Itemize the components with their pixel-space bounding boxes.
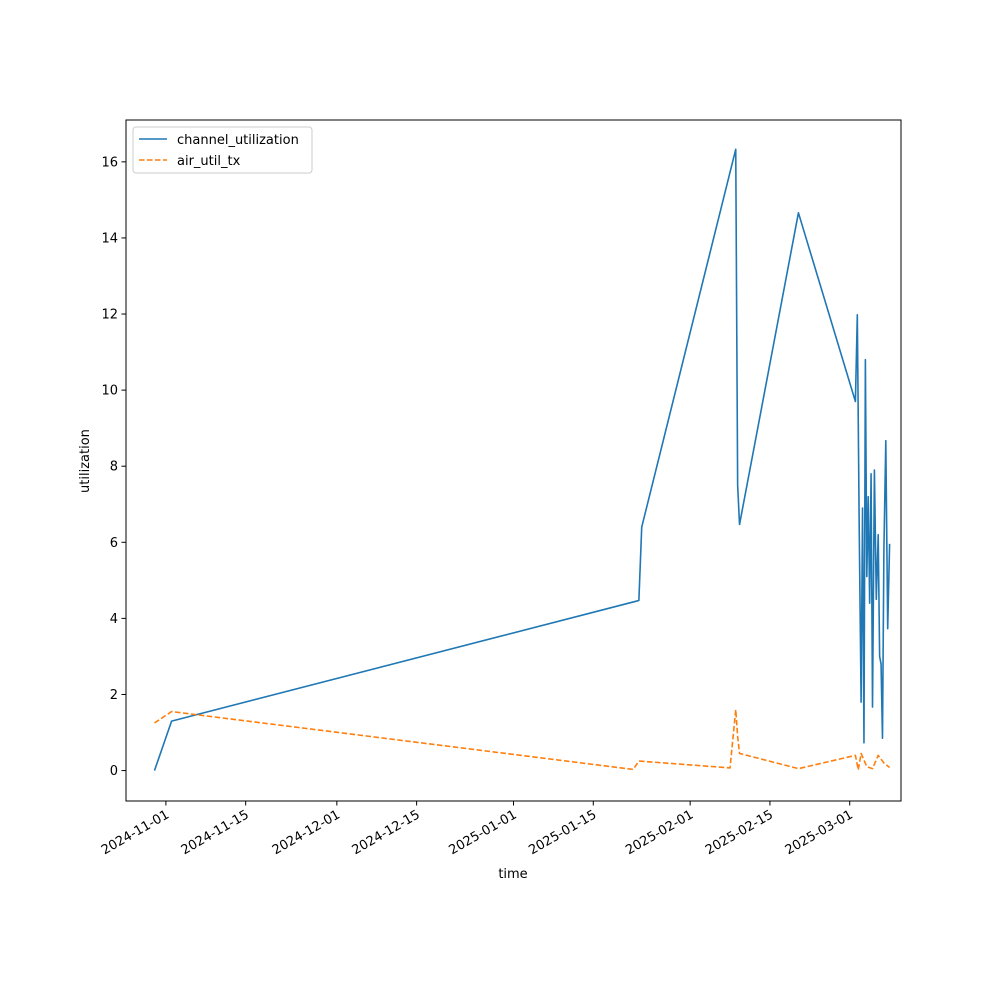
series-line-channel-utilization bbox=[153, 148, 891, 771]
y-tick-label: 4 bbox=[110, 612, 118, 627]
legend: channel_utilization air_util_tx bbox=[132, 126, 313, 174]
x-axis-ticks: 2024-11-01 2024-11-15 2024-12-01 2024-12-15… bbox=[99, 801, 856, 858]
legend-label-channel-utilization: channel_utilization bbox=[177, 133, 299, 148]
plot-area-frame bbox=[125, 119, 902, 802]
y-tick-label: 16 bbox=[101, 155, 118, 170]
x-tick-label: 2025-02-01 bbox=[623, 807, 696, 858]
y-axis-ticks: 0 2 4 6 8 10 12 14 16 bbox=[101, 155, 126, 779]
x-axis-title: time bbox=[498, 867, 527, 882]
y-tick-label: 6 bbox=[110, 536, 118, 551]
series-lines bbox=[153, 148, 891, 771]
y-tick-label: 10 bbox=[101, 384, 118, 399]
y-tick-label: 14 bbox=[101, 231, 118, 246]
x-tick-label: 2024-12-01 bbox=[270, 807, 343, 858]
y-tick-label: 12 bbox=[101, 308, 118, 323]
x-tick-label: 2025-02-15 bbox=[703, 807, 776, 858]
x-tick-label: 2024-11-15 bbox=[179, 807, 252, 858]
x-tick-label: 2025-01-01 bbox=[447, 807, 520, 858]
legend-box bbox=[132, 126, 313, 174]
y-axis-title: utilization bbox=[78, 429, 93, 493]
series-line-air-util-tx bbox=[154, 708, 891, 771]
x-tick-label: 2025-01-15 bbox=[526, 807, 599, 858]
x-tick-label: 2024-12-15 bbox=[350, 807, 423, 858]
legend-label-air-util-tx: air_util_tx bbox=[177, 154, 241, 169]
y-tick-label: 0 bbox=[110, 764, 118, 779]
x-tick-label: 2024-11-01 bbox=[99, 807, 172, 858]
y-tick-label: 8 bbox=[110, 460, 118, 475]
x-tick-label: 2025-03-01 bbox=[783, 807, 856, 858]
y-tick-label: 2 bbox=[110, 688, 118, 703]
